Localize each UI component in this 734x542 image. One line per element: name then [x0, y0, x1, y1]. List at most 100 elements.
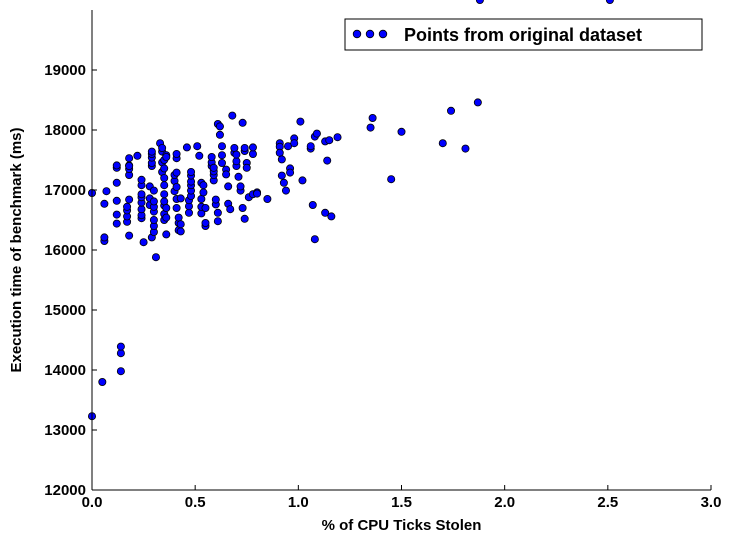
data-point — [367, 124, 374, 131]
data-point — [474, 99, 481, 106]
data-point — [334, 134, 341, 141]
data-point — [101, 200, 108, 207]
data-point — [161, 198, 168, 205]
data-point — [253, 190, 260, 197]
data-point — [388, 176, 395, 183]
data-point — [476, 0, 483, 4]
data-point — [177, 221, 184, 228]
data-point — [280, 179, 287, 186]
data-point — [276, 149, 283, 156]
data-point — [159, 144, 166, 151]
data-point — [152, 254, 159, 261]
data-point — [134, 152, 141, 159]
data-point — [264, 195, 271, 202]
data-point — [126, 232, 133, 239]
data-point — [161, 165, 168, 172]
data-point — [99, 378, 106, 385]
data-point — [326, 137, 333, 144]
data-point — [212, 196, 219, 203]
data-point — [140, 239, 147, 246]
data-point — [163, 214, 170, 221]
data-point — [235, 173, 242, 180]
data-point — [161, 174, 168, 181]
data-point — [369, 114, 376, 121]
data-point — [218, 152, 225, 159]
data-point — [239, 204, 246, 211]
x-tick-label: 1.0 — [288, 494, 309, 511]
data-point — [150, 187, 157, 194]
data-point — [278, 172, 285, 179]
legend-marker — [366, 30, 374, 38]
data-point — [210, 164, 217, 171]
y-tick-label: 19000 — [44, 62, 86, 79]
data-point — [249, 150, 256, 157]
data-point — [113, 162, 120, 169]
legend-label: Points from original dataset — [404, 25, 642, 45]
data-point — [202, 204, 209, 211]
data-point — [113, 197, 120, 204]
x-tick-label: 2.5 — [597, 494, 618, 511]
data-point — [161, 182, 168, 189]
data-point — [163, 153, 170, 160]
data-point — [233, 151, 240, 158]
data-point — [239, 119, 246, 126]
data-point — [150, 216, 157, 223]
x-tick-label: 1.5 — [391, 494, 412, 511]
data-point — [233, 158, 240, 165]
data-point — [249, 144, 256, 151]
data-point — [328, 213, 335, 220]
x-axis-label: % of CPU Ticks Stolen — [322, 517, 482, 534]
y-tick-label: 16000 — [44, 242, 86, 259]
x-tick-label: 0.5 — [185, 494, 206, 511]
y-tick-label: 13000 — [44, 422, 86, 439]
data-point — [216, 123, 223, 130]
data-point — [299, 177, 306, 184]
y-tick-label: 17000 — [44, 182, 86, 199]
data-point — [324, 157, 331, 164]
data-point — [202, 219, 209, 226]
data-point — [398, 128, 405, 135]
data-point — [311, 236, 318, 243]
data-point — [447, 107, 454, 114]
data-point — [231, 144, 238, 151]
data-point — [313, 130, 320, 137]
data-point — [282, 187, 289, 194]
data-point — [462, 145, 469, 152]
y-ticks: 12000 13000 14000 15000 16000 17000 18000 19000 — [44, 62, 97, 499]
data-point — [278, 156, 285, 163]
x-tick-label: 3.0 — [701, 494, 722, 511]
data-point — [177, 195, 184, 202]
data-point — [138, 191, 145, 198]
data-point — [198, 195, 205, 202]
legend-marker — [379, 30, 387, 38]
y-tick-label: 15000 — [44, 302, 86, 319]
data-point — [307, 143, 314, 150]
data-point — [163, 204, 170, 211]
points-layer — [88, 0, 613, 420]
data-point — [101, 234, 108, 241]
data-point — [241, 144, 248, 151]
data-point — [223, 171, 230, 178]
data-point — [113, 211, 120, 218]
data-point — [439, 140, 446, 147]
data-point — [173, 183, 180, 190]
data-point — [148, 148, 155, 155]
data-point — [183, 144, 190, 151]
axes — [92, 10, 711, 490]
legend: Points from original dataset — [345, 19, 702, 50]
data-point — [123, 203, 130, 210]
data-point — [117, 368, 124, 375]
data-point — [161, 191, 168, 198]
data-point — [175, 214, 182, 221]
data-point — [185, 209, 192, 216]
x-ticks: 0.0 0.5 1.0 1.5 2.0 2.5 3.0 — [82, 485, 722, 511]
data-point — [187, 168, 194, 175]
data-point — [229, 112, 236, 119]
data-point — [286, 169, 293, 176]
data-point — [117, 350, 124, 357]
data-point — [225, 183, 232, 190]
data-point — [138, 206, 145, 213]
data-point — [200, 182, 207, 189]
data-point — [117, 343, 124, 350]
